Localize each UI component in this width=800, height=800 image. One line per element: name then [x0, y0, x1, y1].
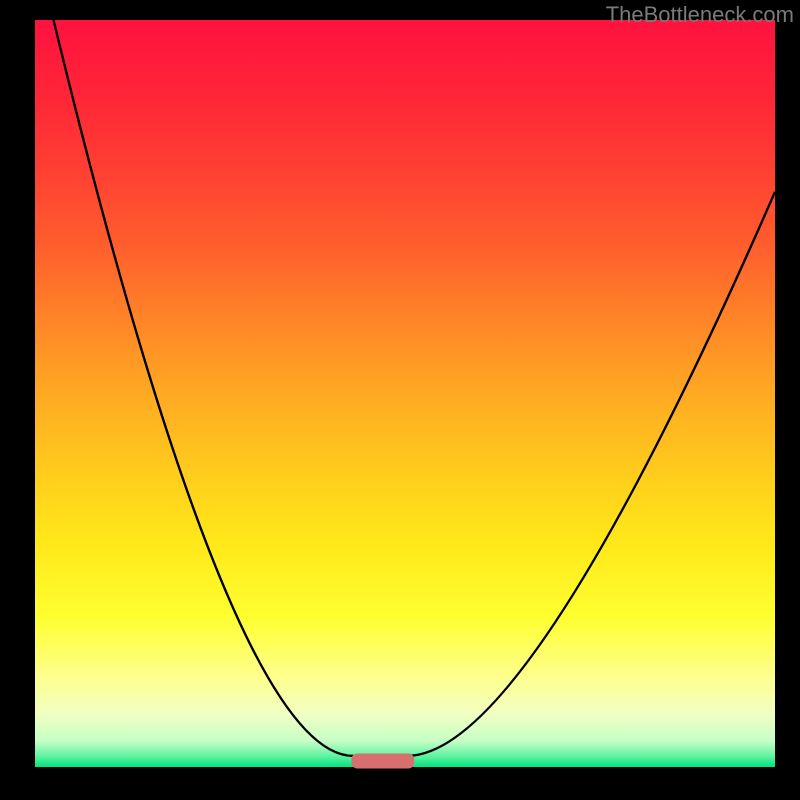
- attribution-text: TheBottleneck.com: [606, 2, 794, 28]
- chart-container: TheBottleneck.com: [0, 0, 800, 800]
- plot-background: [35, 20, 775, 767]
- bottleneck-curve-chart: [0, 0, 800, 800]
- bottleneck-marker: [351, 754, 414, 769]
